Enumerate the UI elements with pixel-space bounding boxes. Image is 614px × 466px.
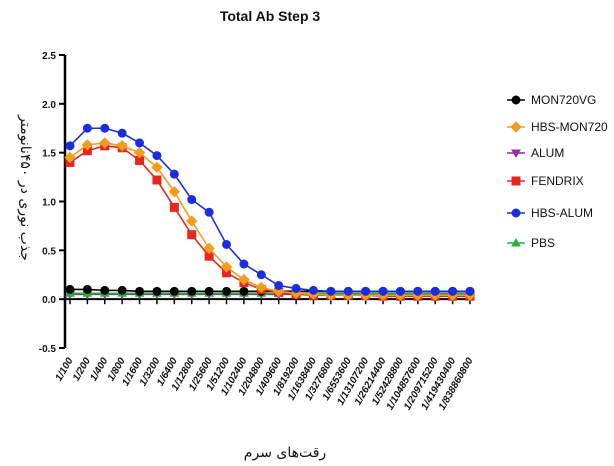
y-tick-label: -0.5 (39, 344, 57, 355)
legend-item-hbs-mon720: HBS-MON720 (507, 120, 608, 134)
data-point-hbs-alum (135, 138, 145, 148)
data-point-hbs-mon720 (168, 186, 181, 198)
data-point-hbs-alum (465, 286, 475, 296)
data-point-hbs-alum (82, 123, 92, 133)
data-point-hbs-alum (413, 286, 423, 296)
legend-item-mon720vg: MON720VG (507, 93, 596, 107)
legend-marker (511, 95, 521, 105)
y-tick-label: 0.5 (42, 246, 56, 257)
data-point-mon720vg (169, 286, 179, 296)
y-tick-label: 0.0 (42, 295, 56, 306)
legend-label: HBS-MON720 (531, 120, 608, 134)
legend-item-pbs: PBS (507, 236, 555, 250)
data-point-hbs-alum (395, 286, 405, 296)
legend-marker (511, 176, 521, 186)
data-point-hbs-alum (448, 286, 458, 296)
data-point-hbs-mon720 (255, 281, 268, 294)
data-point-mon720vg (117, 285, 127, 295)
data-point-hbs-mon720 (203, 242, 215, 255)
legend-label: PBS (531, 236, 555, 250)
tick-labels: 2.52.01.51.00.50.0-0.51/1001/2001/4001/8… (39, 51, 476, 412)
data-point-mon720vg (239, 286, 249, 296)
data-point-hbs-alum (274, 280, 284, 290)
data-point-mon720vg (152, 286, 162, 296)
series-layer (64, 123, 476, 301)
data-point-hbs-alum (239, 259, 249, 269)
y-tick-label: 2.0 (42, 100, 56, 111)
y-axis-label: جذب نوری در ۴۵۰نانومتر (17, 114, 33, 261)
legend-item-hbs-alum: HBS-ALUM (507, 206, 593, 220)
data-point-mon720vg (187, 286, 197, 296)
data-point-hbs-alum (169, 169, 179, 179)
data-point-hbs-alum (378, 286, 388, 296)
data-point-hbs-mon720 (151, 161, 163, 174)
data-point-hbs-mon720 (133, 146, 146, 159)
legend-label: FENDRIX (531, 174, 584, 188)
y-tick-label: 2.5 (42, 51, 56, 62)
legend-label: MON720VG (531, 93, 596, 107)
legend: MON720VG HBS-MON720 ALUM FENDRIX HBS-ALUM PBS (507, 93, 608, 250)
chart-title: Total Ab Step 3 (220, 8, 321, 24)
y-tick-label: 1.5 (42, 149, 56, 160)
data-point-hbs-alum (291, 283, 301, 293)
data-point-fendrix (169, 202, 179, 212)
data-point-hbs-alum (187, 195, 197, 205)
legend-marker (510, 121, 522, 133)
data-point-hbs-alum (222, 239, 232, 249)
data-point-hbs-alum (65, 141, 75, 151)
x-axis-label: رقت‌های سرم (244, 445, 326, 461)
data-point-hbs-alum (152, 151, 162, 161)
data-point-hbs-alum (256, 270, 266, 280)
data-point-hbs-mon720 (64, 151, 76, 164)
data-point-hbs-alum (430, 286, 440, 296)
legend-marker (511, 149, 521, 159)
data-point-hbs-alum (343, 286, 353, 296)
legend-label: HBS-ALUM (531, 206, 593, 220)
series-hbs-alum (65, 123, 475, 296)
y-tick-label: 1.0 (42, 198, 56, 209)
legend-marker (511, 237, 521, 247)
series-line-hbs-mon720 (69, 142, 470, 297)
data-point-fendrix (152, 175, 162, 185)
data-point-hbs-mon720 (81, 139, 94, 151)
legend-marker (511, 208, 521, 218)
data-point-hbs-mon720 (220, 261, 233, 273)
data-point-hbs-mon720 (186, 215, 198, 227)
data-point-fendrix (187, 230, 197, 240)
legend-label: ALUM (531, 146, 564, 160)
data-point-hbs-mon720 (116, 140, 128, 152)
series-line-fendrix (69, 145, 470, 298)
data-point-mon720vg (82, 284, 92, 294)
axes (63, 55, 472, 348)
series-fendrix (65, 141, 475, 301)
data-point-mon720vg (100, 285, 110, 295)
data-point-hbs-alum (308, 285, 318, 295)
data-point-hbs-alum (117, 128, 127, 138)
data-point-hbs-alum (100, 123, 110, 133)
data-point-hbs-mon720 (99, 137, 111, 149)
data-point-mon720vg (135, 286, 145, 296)
data-point-mon720vg (204, 286, 214, 296)
legend-item-fendrix: FENDRIX (507, 174, 584, 188)
data-point-mon720vg (65, 284, 75, 294)
data-point-hbs-mon720 (238, 273, 250, 286)
legend-item-alum: ALUM (507, 146, 564, 160)
data-point-hbs-alum (326, 286, 336, 296)
data-point-hbs-alum (361, 286, 371, 296)
series-hbs-mon720 (64, 137, 476, 301)
data-point-mon720vg (222, 286, 232, 296)
data-point-hbs-alum (204, 207, 214, 217)
